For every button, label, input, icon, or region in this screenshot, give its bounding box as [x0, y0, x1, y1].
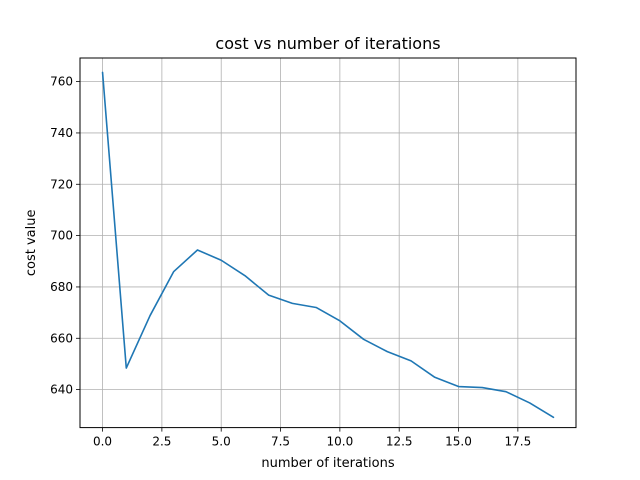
y-axis-ticks: 640 660 680 700 720 740 760 — [50, 75, 80, 397]
chart-title: cost vs number of iterations — [215, 34, 440, 53]
x-tick-label: 5.0 — [212, 435, 231, 449]
y-tick-label: 640 — [50, 383, 73, 397]
y-tick-label: 720 — [50, 177, 73, 191]
series-layer — [101, 71, 555, 419]
y-tick-label: 740 — [50, 126, 73, 140]
series-line-cost — [101, 71, 555, 419]
y-tick-label: 700 — [50, 229, 73, 243]
x-axis-ticks: 0.0 2.5 5.0 7.5 10.0 12.5 15.0 17.5 — [93, 427, 531, 449]
plot-frame — [79, 57, 577, 429]
x-tick-label: 2.5 — [152, 435, 171, 449]
x-tick-label: 17.5 — [504, 435, 531, 449]
x-tick-label: 7.5 — [271, 435, 290, 449]
grid — [80, 58, 576, 428]
x-axis-label: number of iterations — [261, 456, 394, 471]
x-tick-label: 10.0 — [327, 435, 354, 449]
y-tick-label: 760 — [50, 75, 73, 89]
y-tick-label: 680 — [50, 280, 73, 294]
x-tick-label: 0.0 — [93, 435, 112, 449]
y-tick-label: 660 — [50, 331, 73, 345]
y-axis-label: cost value — [24, 209, 39, 276]
x-tick-label: 12.5 — [386, 435, 413, 449]
x-tick-label: 15.0 — [445, 435, 472, 449]
